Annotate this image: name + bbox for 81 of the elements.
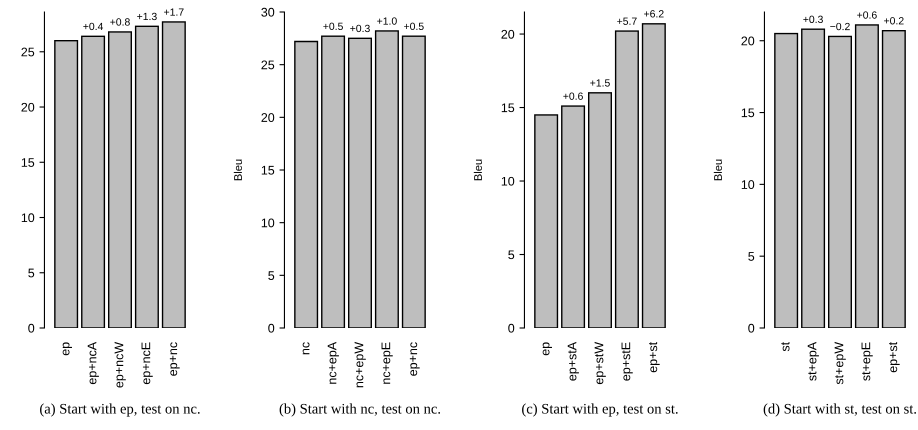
y-tick-label: 15: [502, 103, 514, 112]
annotation: +1.0: [377, 17, 397, 25]
y-tick-label: 10: [742, 180, 754, 190]
x-tick-label: nc: [302, 342, 310, 354]
annotation: +1.5: [590, 79, 610, 87]
text: (a) Start with ep, test on nc.: [40, 403, 200, 417]
y-tick-label: 5: [268, 271, 274, 280]
x-tick-label: ep+nc: [410, 342, 420, 376]
y-tick-label: 20: [21, 102, 34, 112]
annotation: +0.5: [323, 22, 343, 30]
y-tick-label: 30: [261, 8, 274, 17]
bar: [561, 105, 586, 328]
y-tick-label: 10: [262, 218, 274, 228]
bar: [828, 36, 852, 328]
annotation: +0.5: [404, 22, 424, 30]
y-tick-label: 15: [22, 158, 34, 167]
annotation: −0.2: [830, 22, 850, 30]
x-tick-label: ep+st: [888, 342, 900, 372]
x-tick-label: ep: [62, 342, 72, 356]
x-tick-label: ep+st: [648, 342, 660, 372]
x-tick-label: st+epA: [808, 342, 819, 381]
text: (d) Start with st, test on st.: [764, 403, 916, 417]
bar: [642, 23, 666, 328]
bar: [774, 32, 798, 328]
y-axis-title: Bleu: [714, 160, 722, 180]
y-tick-label: 10: [22, 213, 34, 222]
y-tick-label: 5: [748, 252, 754, 261]
y-tick-label: 0: [508, 324, 514, 333]
x-tick-label: ep+nc: [170, 342, 180, 376]
annotation: +0.6: [563, 92, 583, 100]
bar: [614, 30, 639, 328]
annotation: +5.7: [617, 18, 637, 25]
x-tick-label: nc+epW: [354, 342, 366, 388]
x-tick-label: ep+ncA: [88, 342, 99, 384]
x-tick-label: ep+stW: [594, 342, 606, 384]
x-tick-label: st+epE: [862, 342, 873, 381]
bar: [854, 24, 879, 328]
x-tick-label: ep+stA: [568, 342, 579, 381]
x-tick-label: ep+stE: [622, 342, 633, 381]
y-tick-label: 5: [508, 250, 514, 260]
text: (b) Start with nc, test on nc.: [280, 403, 440, 417]
y-axis-title: Bleu: [234, 160, 242, 180]
y-tick-label: 0: [268, 324, 274, 333]
x-tick-label: ep: [542, 342, 552, 356]
annotation: +0.3: [803, 16, 823, 24]
y-tick-label: 20: [261, 113, 274, 122]
x-tick-label: nc+epA: [328, 342, 339, 384]
y-tick-label: 0: [28, 324, 34, 333]
annotation: +1.7: [164, 8, 184, 16]
bar: [348, 38, 372, 328]
bar: [402, 36, 426, 328]
bar: [321, 36, 346, 328]
annotation: +0.2: [884, 17, 904, 24]
y-tick-label: 10: [502, 176, 514, 186]
y-tick-label: 15: [262, 166, 274, 175]
y-tick-label: 0: [748, 324, 754, 333]
bar: [374, 30, 399, 328]
annotation: +0.8: [110, 18, 130, 26]
x-tick-label: ep+ncW: [114, 342, 126, 388]
x-tick-label: st+epW: [834, 342, 846, 384]
y-tick-label: 25: [21, 48, 34, 56]
bar: [801, 28, 826, 328]
y-axis-title: Bleu: [474, 160, 482, 180]
y-tick-label: 15: [742, 108, 754, 118]
x-tick-label: nc+epE: [382, 342, 393, 384]
y-tick-label: 20: [741, 36, 754, 46]
y-tick-label: 25: [261, 60, 274, 70]
annotation: +6.2: [644, 10, 664, 18]
bar: [534, 114, 558, 328]
bar: [882, 30, 906, 328]
annotation: +0.3: [350, 24, 370, 32]
text: (c) Start with ep, test on st.: [522, 403, 678, 417]
y-tick-label: 20: [501, 30, 514, 39]
annotation: +1.3: [137, 12, 157, 20]
bar: [588, 92, 612, 328]
annotation: +0.6: [857, 11, 877, 19]
annotation: +0.4: [83, 22, 104, 30]
x-tick-label: ep+ncE: [142, 342, 153, 384]
x-tick-label: st: [781, 342, 790, 352]
y-tick-label: 5: [28, 268, 34, 278]
bar: [294, 40, 318, 328]
